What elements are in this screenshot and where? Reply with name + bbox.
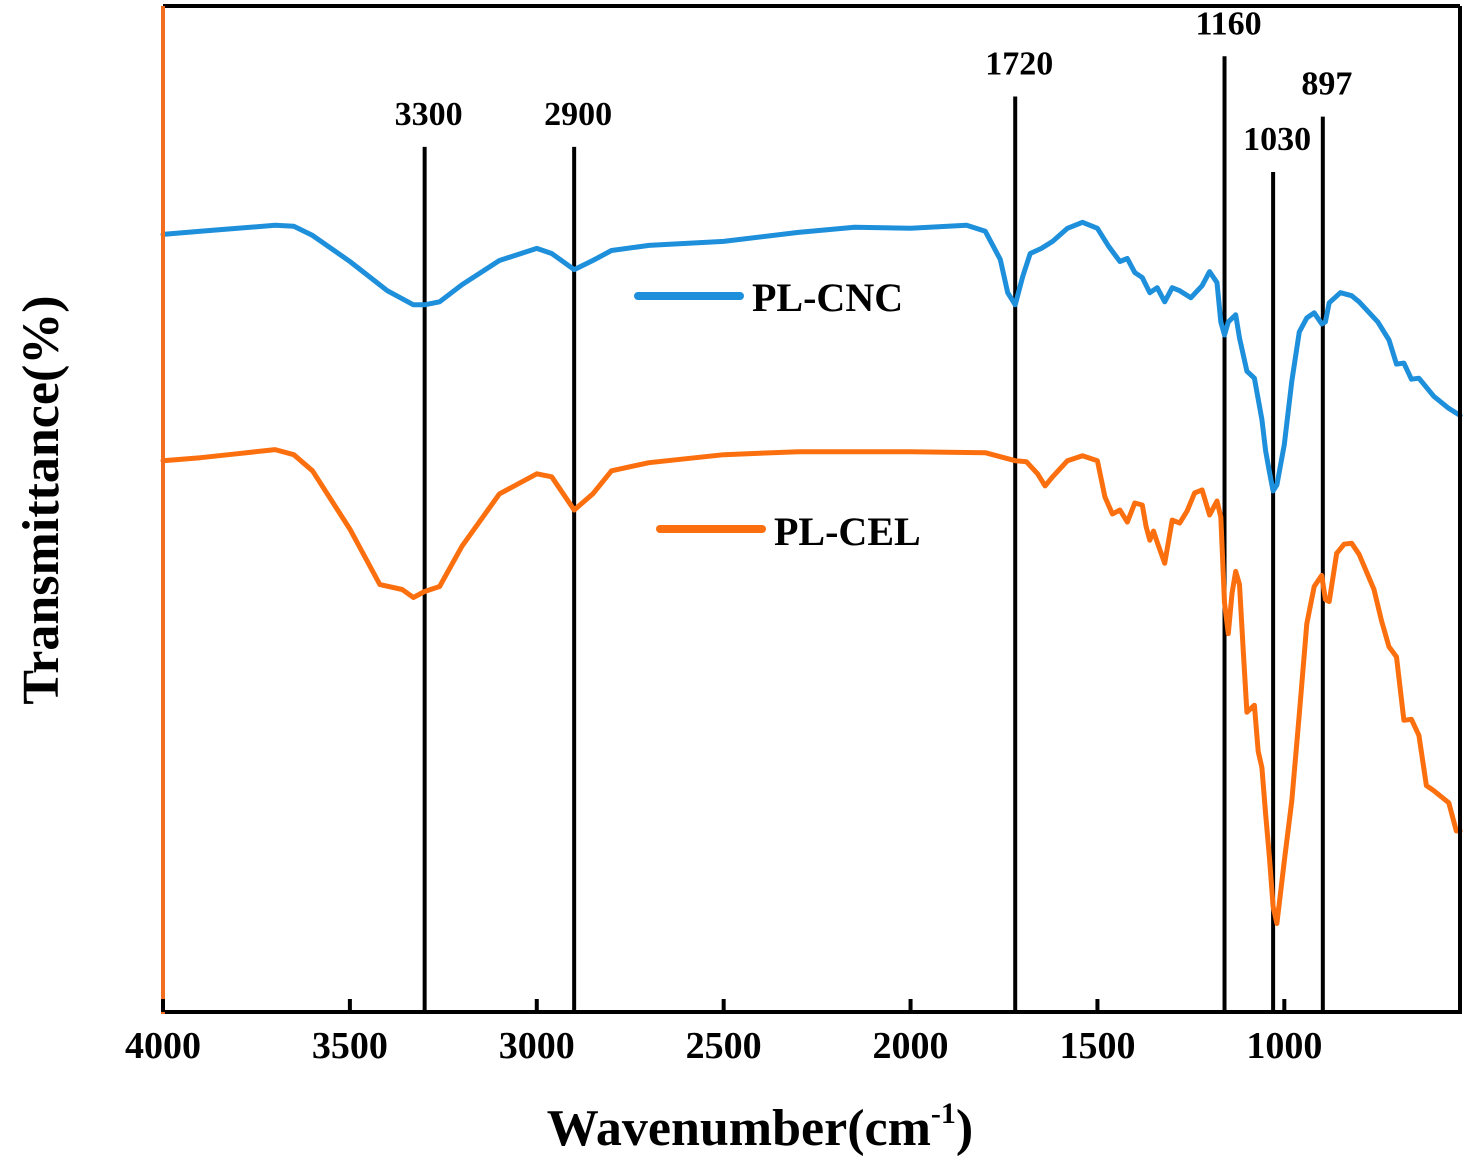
legend: PL-CNC PL-CEL	[634, 275, 921, 554]
peak-label-1160: 1160	[1195, 5, 1261, 42]
legend-label-pl-cnc: PL-CNC	[752, 275, 903, 320]
series-group	[160, 219, 1463, 926]
x-ticks-group: 4000 3500 3000 2500 2000 1500 1000	[125, 999, 1322, 1067]
peak-label-3300: 3300	[395, 96, 463, 133]
x-tick-label-1000: 1000	[1246, 1025, 1322, 1067]
x-tick-label-3000: 3000	[499, 1025, 575, 1067]
x-tick-label-1500: 1500	[1059, 1025, 1135, 1067]
y-axis-title: Transmittance(%)	[13, 295, 70, 704]
series-line-pl-cel	[160, 447, 1463, 926]
x-tick-label-2500: 2500	[686, 1025, 762, 1067]
x-tick-label-4000: 4000	[125, 1025, 201, 1067]
peak-label-2900: 2900	[544, 96, 612, 133]
series-line-pl-cnc	[160, 219, 1463, 494]
x-tick-label-3500: 3500	[312, 1025, 388, 1067]
peak-label-1720: 1720	[985, 46, 1053, 83]
x-tick-label-2000: 2000	[873, 1025, 949, 1067]
peak-lines-group: 3300 2900 1720 1160 1030 897	[395, 5, 1352, 1012]
legend-label-pl-cel: PL-CEL	[774, 509, 921, 554]
peak-label-897: 897	[1301, 66, 1352, 103]
x-axis-title: Wavenumber(cm-1)	[547, 1097, 974, 1157]
peak-label-1030: 1030	[1243, 121, 1311, 158]
